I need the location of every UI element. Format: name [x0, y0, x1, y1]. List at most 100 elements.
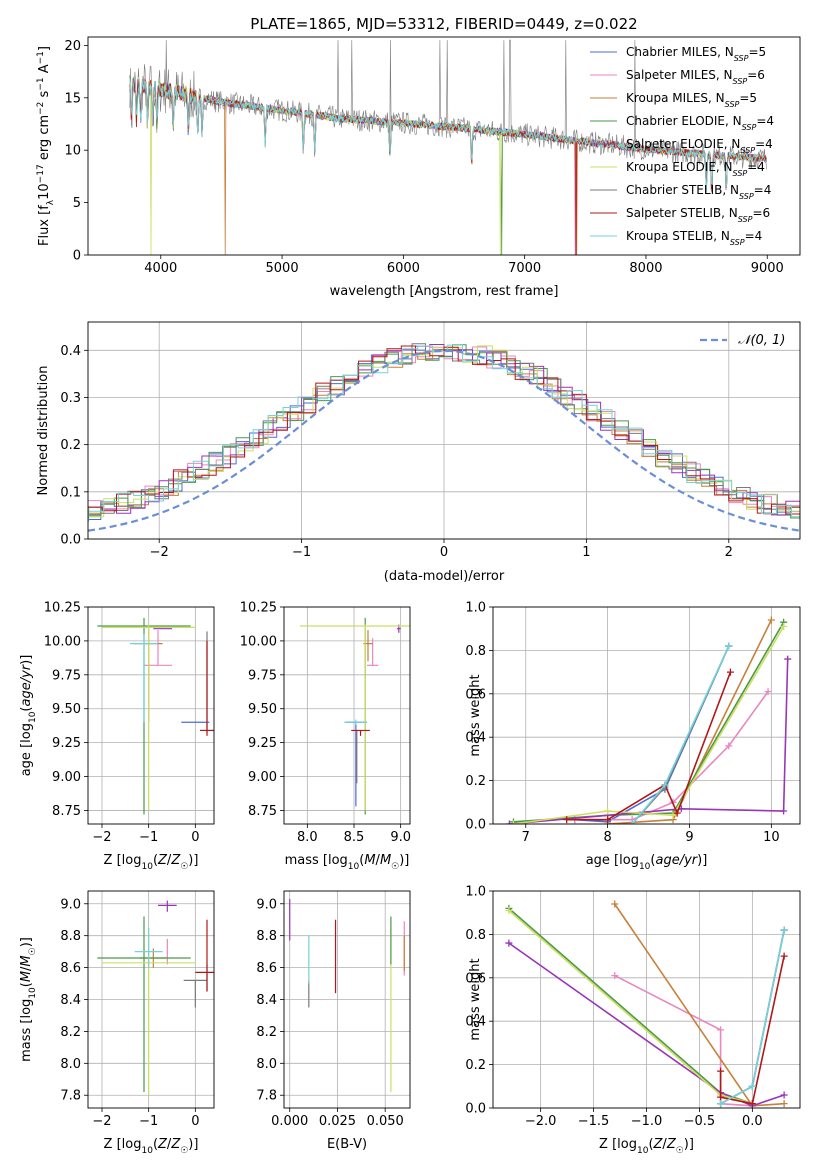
legend-entry: Salpeter ELODIE, NSSP=4 — [626, 137, 773, 155]
series-point-kroupa_elodie — [780, 623, 788, 631]
x-tick-label: −1 — [139, 1114, 158, 1129]
residuals-x-label: (data-model)/error — [384, 569, 505, 584]
legend-entry: Chabrier ELODIE, NSSP=4 — [626, 114, 774, 132]
y-tick-label: 0.4 — [465, 731, 486, 746]
y-tick-label: 7.8 — [60, 1089, 81, 1104]
y-tick-label: 9.00 — [248, 770, 277, 785]
x-tick-label: 4000 — [144, 261, 177, 276]
y-tick-label: 10.25 — [240, 601, 277, 616]
x-tick-label: −1.0 — [631, 1114, 663, 1129]
y-tick-label: 8.6 — [60, 961, 81, 976]
y-tick-label: 20 — [64, 39, 81, 54]
series-point-salpeter_elodie — [505, 939, 513, 947]
x-tick-label: −2.0 — [525, 1114, 557, 1129]
y-tick-label: 9.00 — [52, 770, 81, 785]
series-point-salpeter_stelib — [717, 1067, 725, 1075]
legend-entry: Kroupa MILES, NSSP=5 — [626, 91, 757, 109]
spectrum-line-kroupa_stelib — [129, 76, 767, 194]
residuals-y-label: Normed distribution — [36, 366, 51, 496]
y-tick-label: 10.00 — [240, 634, 277, 649]
x-tick-label: 0.000 — [271, 1114, 308, 1129]
mass-vs-Z-marks — [97, 900, 214, 1096]
mass-vs-Z-x-label: Z [log10(Z/Z☉)] — [104, 1137, 199, 1156]
mass-weight-vs-age-panel: 7 8 9 10 0.0 0.2 0.4 0.6 0.8 1.0 age [log10(age/yr… — [465, 601, 801, 872]
axes-frame — [283, 606, 411, 825]
y-tick-label: 9.75 — [248, 668, 277, 683]
y-tick-label: 0.0 — [465, 818, 486, 833]
series-point-kroupa_miles — [611, 900, 619, 908]
series-line-salpeter_miles — [614, 974, 753, 1107]
residuals-panel: −2 −1 0 1 2 0.0 0.1 0.2 0.3 0.4 (data-model)/error… — [36, 321, 801, 584]
mass-weight-vs-age-y-label: mass weight — [468, 674, 483, 756]
legend-entry: Chabrier MILES, NSSP=5 — [626, 45, 766, 63]
x-tick-label: 8000 — [629, 261, 662, 276]
errorbar-kroupa_elodie — [102, 624, 196, 811]
y-tick-label: 9.50 — [248, 702, 277, 717]
gaussian-curve — [88, 349, 800, 532]
series-point-kroupa_stelib — [661, 781, 669, 789]
mass-vs-Z-panel: −2 −1 0 7.8 8.0 8.2 8.4 8.6 8.8 9.0 Z [log10(Z/Z☉)… — [19, 890, 215, 1156]
errorbar-salpeter_elodie — [158, 900, 177, 912]
errorbar-kroupa_elodie — [299, 624, 410, 811]
spectrum-lines — [129, 39, 767, 255]
series-point-kroupa_stelib — [780, 926, 788, 934]
series-point-salpeter_stelib — [717, 1093, 725, 1101]
series-point-salpeter_elodie — [505, 820, 513, 824]
series-point-kroupa_elodie — [669, 811, 677, 819]
series-point-kroupa_stelib — [725, 642, 733, 650]
series-line-salpeter_elodie — [509, 659, 789, 824]
spectrum-title: PLATE=1865, MJD=53312, FIBERID=0449, z=0… — [250, 15, 637, 33]
axes-frame — [87, 36, 801, 256]
y-tick-label: 10 — [64, 144, 81, 159]
y-tick-label: 0.8 — [465, 644, 486, 659]
axes-frame — [87, 890, 215, 1109]
series-point-salpeter_stelib — [748, 1100, 756, 1108]
age-vs-Z-x-label: Z [log10(Z/Z☉)] — [104, 853, 199, 872]
y-tick-label: 1.0 — [465, 601, 486, 616]
y-tick-label: 7.8 — [256, 1089, 277, 1104]
y-tick-label: 9.0 — [256, 897, 277, 912]
y-tick-label: 0.0 — [60, 533, 81, 548]
x-tick-label: 7000 — [508, 261, 541, 276]
errorbar-salpeter_stelib — [351, 729, 370, 736]
age-vs-Z-marks — [97, 617, 214, 815]
y-tick-label: 0.6 — [465, 687, 486, 702]
x-tick-label: 1 — [582, 545, 590, 560]
y-tick-label: 0.4 — [465, 1015, 486, 1030]
spectrum-x-label: wavelength [Angstrom, rest frame] — [330, 284, 559, 299]
y-tick-label: 10.25 — [44, 601, 81, 616]
x-tick-label: 9000 — [751, 261, 784, 276]
errorbar-chabrier_stelib — [183, 979, 207, 1008]
legend-entry: Kroupa ELODIE, NSSP=4 — [626, 160, 765, 178]
series-point-kroupa_miles — [780, 1100, 788, 1108]
age-vs-mass-marks — [299, 617, 410, 815]
age-vs-mass-x-label: mass [log10(M/M☉)] — [285, 853, 410, 872]
y-tick-label: 8.2 — [60, 1025, 81, 1040]
errorbar-kroupa_stelib — [134, 927, 163, 968]
x-tick-label: −2 — [92, 1114, 111, 1129]
series-point-salpeter_elodie — [780, 807, 788, 815]
series-point-kroupa_elodie — [604, 807, 612, 815]
x-tick-label: −0.5 — [684, 1114, 716, 1129]
y-tick-label: 0.2 — [60, 438, 81, 453]
axes-frame — [87, 321, 801, 540]
mass-vs-EBV-x-label: E(B-V) — [327, 1137, 367, 1152]
y-tick-label: 9.25 — [52, 736, 81, 751]
age-vs-Z-panel: −2 −1 0 8.75 9.00 9.25 9.50 9.75 10.00 10.25 Z [lo… — [19, 601, 215, 872]
legend-entry: Chabrier STELIB, NSSP=4 — [626, 183, 771, 201]
y-tick-label: 0.8 — [465, 928, 486, 943]
x-tick-label: 0 — [191, 1114, 199, 1129]
y-tick-label: 0.3 — [60, 391, 81, 406]
x-tick-label: 0.025 — [319, 1114, 356, 1129]
x-tick-label: 9 — [685, 830, 693, 845]
y-tick-label: 0.6 — [465, 971, 486, 986]
spectrum-y-label: Flux [fλ10−17 erg cm−2 s−1 A−1] — [36, 46, 56, 246]
y-tick-label: 8.6 — [256, 961, 277, 976]
x-tick-label: 5000 — [266, 261, 299, 276]
series-point-salpeter_elodie — [780, 1091, 788, 1099]
y-tick-label: 8.75 — [248, 804, 277, 819]
mass-vs-EBV-marks — [289, 898, 405, 1093]
errorbar-salpeter_stelib — [195, 919, 214, 992]
mass-weight-vs-age-x-label: age [log10(age/yr)] — [586, 853, 708, 872]
y-tick-label: 5 — [73, 196, 81, 211]
